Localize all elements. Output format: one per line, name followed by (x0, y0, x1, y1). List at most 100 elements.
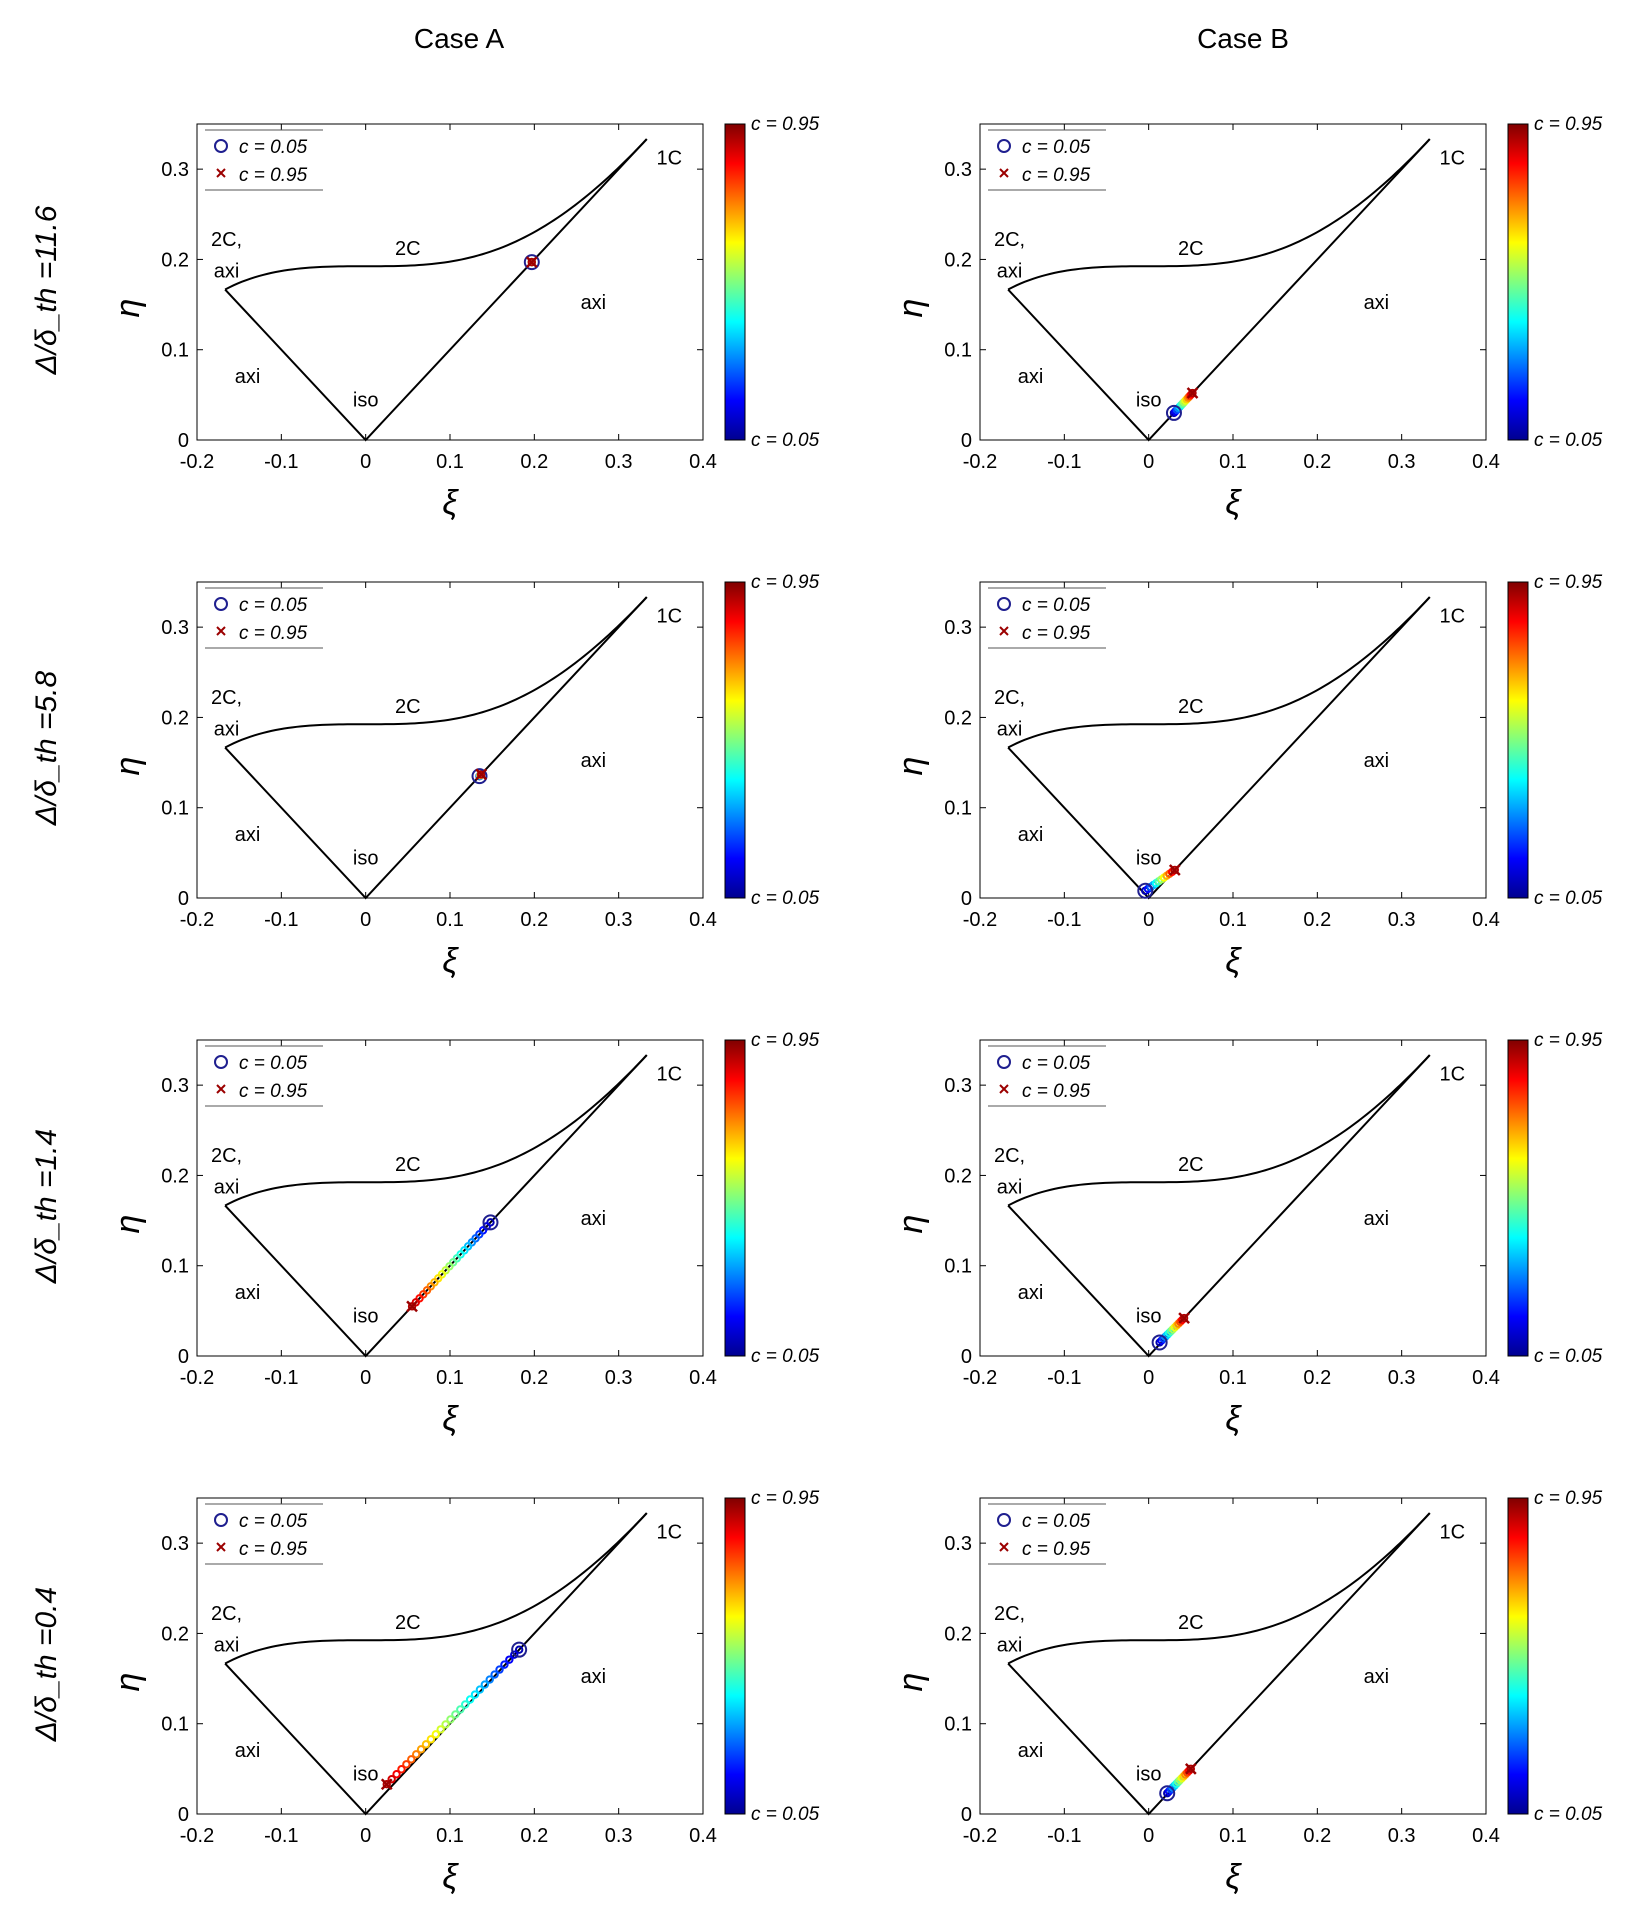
y-tick-label: 0.3 (944, 1075, 972, 1097)
legend-entry-end: c = 0.95 (1022, 1539, 1091, 1560)
y-tick-label: 0.1 (944, 340, 972, 362)
trajectory-point (431, 1730, 440, 1739)
x-axis-label: ξ (442, 942, 459, 980)
x-tick-label: 0 (1143, 909, 1154, 931)
x-tick-label: 0.1 (1219, 909, 1247, 931)
region-label: axi (581, 1666, 607, 1688)
legend-entry-start: c = 0.05 (1022, 1511, 1091, 1532)
region-label: axi (1364, 750, 1390, 772)
trajectory-point (407, 1755, 416, 1764)
y-tick-label: 0.1 (161, 798, 189, 820)
lumley-triangle-edges (224, 1512, 648, 1816)
trajectory-point (421, 1740, 431, 1749)
start-marker (471, 768, 488, 785)
y-axis-label: η (892, 1215, 930, 1234)
x-tick-label: 0.4 (1472, 451, 1500, 473)
region-label: 2C, (211, 687, 242, 709)
x-tick-label: -0.1 (264, 1825, 298, 1847)
x-tick-label: -0.1 (1047, 1825, 1081, 1847)
two-component-curve (1007, 1054, 1431, 1207)
y-tick-label: 0.1 (944, 1256, 972, 1278)
row-label-4: Δ/δ_th =0.4 (30, 1587, 63, 1742)
two-component-curve (224, 1512, 648, 1665)
legend-entry-start: c = 0.05 (1022, 137, 1091, 158)
x-tick-label: 0.4 (689, 1367, 717, 1389)
legend-x-icon (216, 1542, 226, 1552)
x-tick-label: -0.1 (1047, 909, 1081, 931)
x-tick-label: 0.4 (1472, 909, 1500, 931)
colorbar-bottom-label: c = 0.05 (1534, 1346, 1603, 1367)
y-tick-label: 0.3 (944, 159, 972, 181)
x-tick-label: 0.3 (605, 451, 633, 473)
trajectory-point (416, 1745, 426, 1754)
x-tick-label: -0.2 (180, 451, 214, 473)
start-marker (523, 254, 540, 271)
region-label: 2C (395, 238, 421, 260)
y-tick-label: 0 (178, 888, 189, 910)
end-marker (380, 1778, 393, 1791)
legend-entry-start: c = 0.05 (239, 1053, 308, 1074)
panel-4-1: -0.2 -0.1 0 0.1 0.2 0.3 0.4 0 0.1 0.2 0.3 ξ η 1C 2C 2C,… (109, 1488, 820, 1896)
start-marker (482, 1214, 499, 1231)
region-label: 1C (656, 1064, 682, 1086)
region-label: 2C (1178, 238, 1204, 260)
colorbar-top-label: c = 0.95 (1534, 114, 1603, 135)
colorbar (1507, 123, 1529, 441)
x-tick-label: 0.4 (1472, 1367, 1500, 1389)
colorbar (1507, 1497, 1529, 1815)
legend-circle-icon (997, 1055, 1011, 1069)
region-label: iso (1136, 1306, 1162, 1328)
trajectory-point (505, 1655, 514, 1664)
x-tick-label: 0 (360, 909, 371, 931)
x-tick-label: 0.3 (1388, 451, 1416, 473)
legend-circle-icon (997, 139, 1011, 153)
legend-entry-start: c = 0.05 (239, 137, 308, 158)
trajectory-point (461, 1700, 470, 1709)
legend-entry-end: c = 0.95 (239, 1081, 308, 1102)
x-tick-label: -0.1 (264, 909, 298, 931)
trajectory-point (495, 1665, 504, 1674)
y-tick-label: 0 (178, 1346, 189, 1368)
x-tick-label: 0.2 (520, 451, 548, 473)
y-tick-label: 0.2 (161, 249, 189, 271)
region-label: 1C (1439, 606, 1465, 628)
x-tick-label: 0.3 (1388, 909, 1416, 931)
x-tick-label: 0.1 (1219, 451, 1247, 473)
region-label: axi (997, 260, 1023, 282)
region-label: 2C, (994, 1145, 1025, 1167)
trajectory-point (477, 770, 486, 779)
end-marker (525, 256, 538, 269)
region-label: iso (1136, 848, 1162, 870)
y-tick-label: 0.3 (161, 1533, 189, 1555)
y-tick-label: 0.2 (161, 1165, 189, 1187)
region-label: 2C (1178, 696, 1204, 718)
x-tick-label: -0.2 (963, 451, 997, 473)
trajectory-point (387, 1775, 396, 1784)
x-tick-label: 0.4 (689, 909, 717, 931)
two-component-curve (1007, 596, 1431, 749)
trajectory-point (451, 1710, 460, 1719)
region-label: iso (1136, 1764, 1162, 1786)
x-tick-label: -0.1 (264, 451, 298, 473)
x-tick-label: 0.3 (605, 1367, 633, 1389)
panel-2-1: -0.2 -0.1 0 0.1 0.2 0.3 0.4 0 0.1 0.2 0.3 ξ η 1C 2C 2C,… (109, 572, 820, 980)
x-tick-label: 0 (360, 451, 371, 473)
x-tick-label: 0 (1143, 451, 1154, 473)
y-axis-label: η (109, 1215, 147, 1234)
x-axis-label: ξ (442, 1858, 459, 1896)
x-tick-label: -0.1 (264, 1367, 298, 1389)
legend: c = 0.05 c = 0.95 (988, 129, 1106, 191)
x-tick-label: 0.1 (436, 1367, 464, 1389)
region-label: axi (1018, 1282, 1044, 1304)
region-label: axi (581, 1208, 607, 1230)
x-tick-label: 0.2 (1303, 909, 1331, 931)
trajectory-point (382, 1780, 391, 1789)
legend-x-icon (216, 626, 226, 636)
start-marker (1159, 1785, 1176, 1802)
region-label: 1C (656, 606, 682, 628)
region-label: 2C, (211, 229, 242, 251)
lumley-triangle-edges (224, 596, 648, 900)
trajectory-point (402, 1760, 411, 1769)
x-axis-label: ξ (1225, 484, 1242, 522)
lumley-triangle-edges (224, 138, 648, 442)
